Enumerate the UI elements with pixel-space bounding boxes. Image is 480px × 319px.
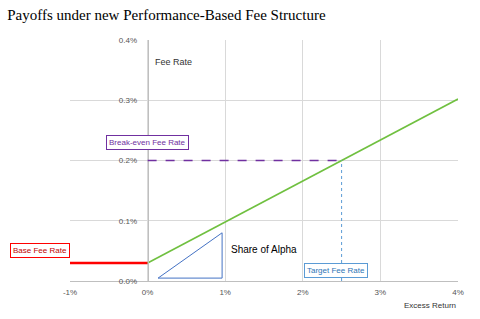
svg-text:0.1%: 0.1% bbox=[119, 217, 137, 226]
svg-text:0.3%: 0.3% bbox=[119, 96, 137, 105]
svg-text:1%: 1% bbox=[219, 288, 231, 297]
svg-text:Target Fee Rate: Target Fee Rate bbox=[307, 266, 365, 275]
svg-text:0%: 0% bbox=[142, 288, 154, 297]
svg-text:0.4%: 0.4% bbox=[119, 36, 137, 45]
svg-text:Payoffs under new Performance-: Payoffs under new Performance-Based Fee … bbox=[7, 7, 326, 23]
svg-text:0.2%: 0.2% bbox=[119, 156, 137, 165]
svg-text:-1%: -1% bbox=[63, 288, 77, 297]
svg-text:0.0%: 0.0% bbox=[119, 277, 137, 286]
svg-text:Fee Rate: Fee Rate bbox=[155, 57, 192, 67]
svg-text:3%: 3% bbox=[375, 288, 387, 297]
svg-text:2%: 2% bbox=[297, 288, 309, 297]
svg-text:Share of Alpha: Share of Alpha bbox=[231, 244, 297, 255]
svg-text:4%: 4% bbox=[452, 288, 464, 297]
svg-text:Excess Return: Excess Return bbox=[404, 301, 456, 310]
svg-text:Base Fee Rate: Base Fee Rate bbox=[13, 246, 67, 255]
svg-text:Break-even Fee Rate: Break-even Fee Rate bbox=[109, 138, 186, 147]
